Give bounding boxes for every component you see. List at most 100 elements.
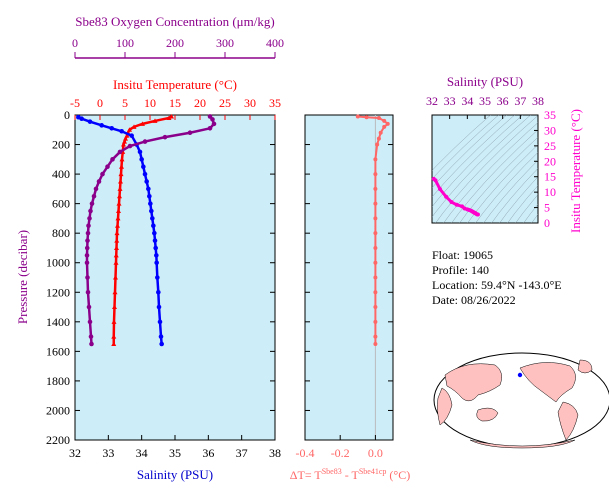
delta-t-point xyxy=(373,305,378,310)
oxygen-point xyxy=(84,253,90,258)
pressure-tick-label: 2200 xyxy=(46,433,70,447)
ts-isoline xyxy=(515,194,538,223)
delta-t-point xyxy=(373,319,378,324)
pressure-tick-label: 800 xyxy=(52,226,70,240)
delta-t-xtick-label: -0.2 xyxy=(331,446,350,460)
oxygen-point xyxy=(87,319,93,325)
delta-t-point xyxy=(373,216,378,221)
salinity-tick-label: 36 xyxy=(202,446,214,460)
ts-isoline xyxy=(432,115,491,171)
map-europe-africa xyxy=(437,387,453,426)
float-id: Float: 19065 xyxy=(432,248,493,262)
ts-ytick-label: 25 xyxy=(544,139,556,153)
delta-t-point xyxy=(373,290,378,295)
temperature-point xyxy=(124,133,130,138)
ts-point xyxy=(454,202,459,207)
salinity-point xyxy=(154,253,159,258)
delta-t-point xyxy=(376,115,381,120)
pressure-tick-label: 1400 xyxy=(46,315,70,329)
map-north-america xyxy=(519,362,576,403)
ts-point xyxy=(437,187,442,192)
temperature-point xyxy=(111,341,117,346)
oxygen-point xyxy=(85,238,90,243)
temperature-point xyxy=(116,201,122,206)
temperature-tick-label: 5 xyxy=(122,96,128,110)
delta-t-title-main: ΔT= T xyxy=(290,468,323,482)
salinity-tick-label: 34 xyxy=(136,446,148,460)
oxygen-point xyxy=(93,186,99,192)
salinity-axis-title: Salinity (PSU) xyxy=(137,467,213,482)
salinity-point xyxy=(99,123,104,128)
temperature-point xyxy=(122,139,127,144)
map-south-america xyxy=(557,401,579,441)
delta-t-point xyxy=(373,260,378,265)
delta-t-point xyxy=(355,114,360,119)
oxygen-axis-title: Sbe83 Oxygen Concentration (μm/kg) xyxy=(75,14,274,29)
salinity-point xyxy=(147,193,152,199)
salinity-tick-label: 38 xyxy=(269,446,281,460)
oxygen-point xyxy=(210,117,215,122)
salinity-point xyxy=(148,201,153,206)
temperature-point xyxy=(114,245,119,250)
oxygen-point xyxy=(211,121,217,127)
salinity-point xyxy=(156,304,162,310)
temperature-point xyxy=(116,208,121,214)
ts-isoline xyxy=(435,115,538,223)
ts-series xyxy=(431,176,480,217)
delta-t-point xyxy=(373,245,378,250)
salinity-point xyxy=(152,238,158,243)
pressure-tick-label: 0 xyxy=(64,108,70,122)
oxygen-point xyxy=(87,216,92,221)
map-australia xyxy=(476,407,499,422)
ts-point xyxy=(460,204,465,209)
ts-isoline xyxy=(432,115,531,218)
oxygen-point xyxy=(89,201,95,206)
ts-xtick-label: 34 xyxy=(461,94,473,108)
temperature-point xyxy=(166,115,172,120)
temperature-point xyxy=(113,275,118,280)
salinity-point xyxy=(109,125,114,131)
salinity-point xyxy=(159,341,164,347)
ts-xtick-label: 36 xyxy=(497,94,509,108)
ts-isoline xyxy=(443,122,538,223)
salinity-point xyxy=(158,334,164,339)
salinity-point xyxy=(129,133,134,138)
ts-point xyxy=(444,194,449,199)
oxygen-point xyxy=(110,157,115,162)
delta-t-point xyxy=(373,275,378,280)
salinity-tick-label: 33 xyxy=(102,446,114,460)
ts-ytick-label: 10 xyxy=(544,185,556,199)
ts-y-axis-title: Insitu Temperature (°C) xyxy=(568,109,583,233)
temperature-tick-label: 35 xyxy=(269,96,281,110)
ts-isoline xyxy=(432,115,507,189)
date: Date: 08/26/2022 xyxy=(432,293,516,307)
oxygen-point xyxy=(96,179,102,184)
pressure-tick-label: 1600 xyxy=(46,344,70,358)
temperature-tick-label: 30 xyxy=(244,96,256,110)
salinity-point xyxy=(139,157,144,162)
salinity-point xyxy=(153,245,158,251)
ts-isoline xyxy=(483,159,538,223)
ts-point xyxy=(475,212,480,217)
ts-xtick-label: 33 xyxy=(444,94,456,108)
map-asia xyxy=(444,363,502,402)
pressure-tick-label: 200 xyxy=(52,138,70,152)
profile-panel: 0200400600800100012001400160018002000220… xyxy=(15,14,284,482)
pressure-tick-label: 2000 xyxy=(46,403,70,417)
ts-xtick-label: 37 xyxy=(514,94,526,108)
oxygen-point xyxy=(85,230,91,236)
oxygen-point xyxy=(85,289,91,295)
ts-point xyxy=(433,178,438,183)
delta-t-point xyxy=(373,201,378,206)
ts-ytick-label: 0 xyxy=(544,216,550,230)
oxygen-line xyxy=(85,115,216,345)
salinity-point xyxy=(87,119,93,124)
temperature-point xyxy=(121,142,126,147)
delta-t-point xyxy=(373,172,378,177)
delta-t-point xyxy=(376,136,381,141)
ts-ytick-label: 15 xyxy=(544,170,556,184)
temperature-point xyxy=(127,127,132,132)
temperature-point xyxy=(152,118,158,123)
temperature-point xyxy=(131,124,137,129)
